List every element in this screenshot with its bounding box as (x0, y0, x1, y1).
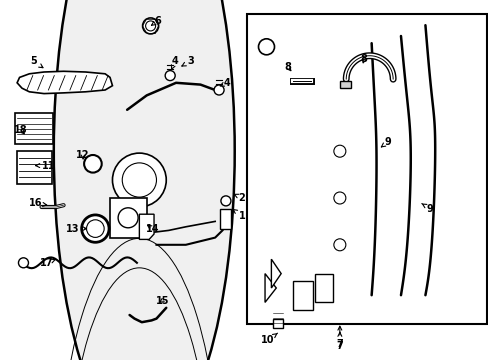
Text: 17: 17 (40, 258, 56, 268)
Text: 4: 4 (171, 56, 178, 69)
Text: 11: 11 (36, 161, 56, 171)
Text: 4: 4 (220, 78, 230, 88)
Bar (246, 14, 486, 324)
Polygon shape (17, 71, 112, 94)
Text: 8: 8 (360, 54, 367, 64)
Circle shape (122, 163, 156, 197)
Bar (110, 198, 146, 238)
Text: 5: 5 (30, 56, 43, 68)
Text: 6: 6 (151, 16, 161, 26)
Text: 8: 8 (284, 62, 290, 72)
Circle shape (333, 145, 345, 157)
Text: 18: 18 (14, 125, 27, 135)
Circle shape (165, 71, 175, 81)
Circle shape (333, 239, 345, 251)
Circle shape (81, 215, 109, 242)
Text: 9: 9 (381, 137, 390, 147)
Text: 2: 2 (233, 193, 245, 203)
Circle shape (145, 21, 155, 31)
Bar (272, 319, 282, 328)
Bar (293, 281, 312, 310)
Circle shape (19, 258, 28, 268)
Text: 3: 3 (182, 56, 194, 66)
Text: 7: 7 (336, 332, 343, 349)
Text: 9: 9 (421, 203, 433, 214)
Text: 13: 13 (65, 224, 86, 234)
Text: 12: 12 (76, 150, 90, 160)
Bar (15, 113, 53, 144)
Bar (220, 209, 230, 229)
Text: 14: 14 (145, 224, 159, 234)
Circle shape (112, 153, 166, 207)
Circle shape (84, 155, 102, 172)
Polygon shape (139, 214, 154, 239)
Circle shape (118, 208, 138, 228)
Circle shape (86, 220, 104, 237)
Circle shape (333, 192, 345, 204)
Polygon shape (264, 274, 276, 302)
Circle shape (258, 39, 274, 55)
Ellipse shape (54, 0, 234, 360)
Text: 10: 10 (261, 333, 277, 345)
Text: 1: 1 (233, 210, 245, 221)
Bar (339, 81, 350, 88)
Text: 7: 7 (336, 326, 343, 351)
Bar (17, 151, 52, 184)
Circle shape (214, 85, 224, 95)
Text: 16: 16 (29, 198, 46, 208)
Polygon shape (271, 259, 281, 288)
Circle shape (221, 196, 230, 206)
Circle shape (142, 18, 158, 34)
Text: 15: 15 (155, 296, 169, 306)
Bar (315, 274, 332, 302)
